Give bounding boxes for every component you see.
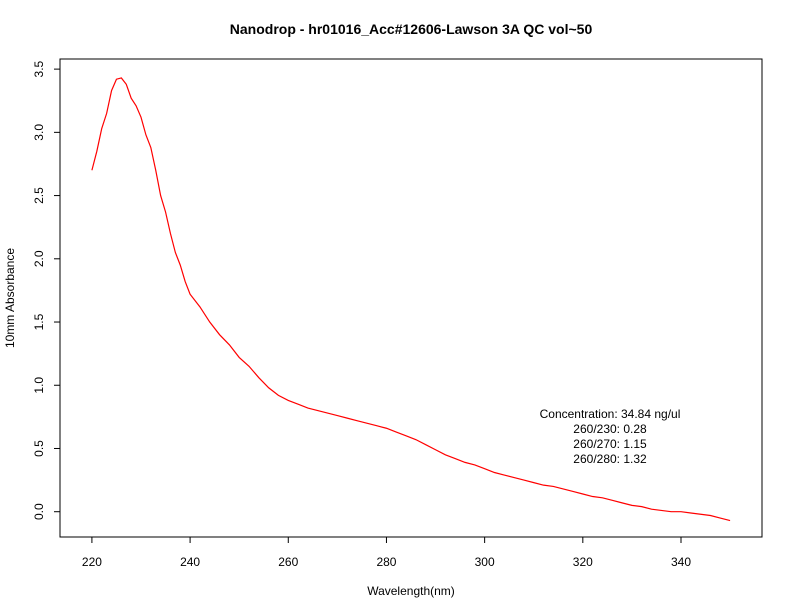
x-tick-label-340: 340 (671, 555, 691, 569)
x-axis: 220 240 260 280 300 320 340 (82, 537, 691, 569)
ratio-260-280-annotation: 260/280: 1.32 (573, 452, 647, 466)
chart-title: Nanodrop - hr01016_Acc#12606-Lawson 3A Q… (230, 21, 593, 37)
ratio-260-230-annotation: 260/230: 0.28 (573, 422, 647, 436)
y-tick-label-1.5: 1.5 (32, 313, 46, 330)
x-tick-label-320: 320 (573, 555, 593, 569)
y-tick-label-1.0: 1.0 (32, 377, 46, 394)
y-tick-label-0.5: 0.5 (32, 440, 46, 457)
x-axis-title: Wavelength(nm) (367, 584, 455, 598)
x-tick-label-220: 220 (82, 555, 102, 569)
x-tick-label-300: 300 (475, 555, 495, 569)
absorbance-series-line (91, 77, 731, 522)
y-tick-label-2.5: 2.5 (32, 187, 46, 204)
y-tick-label-3.5: 3.5 (32, 60, 46, 77)
y-tick-label-0.0: 0.0 (32, 503, 46, 520)
y-axis: 0.0 0.5 1.0 1.5 2.0 2.5 3.0 3.5 (32, 60, 60, 520)
y-tick-label-3.0: 3.0 (32, 124, 46, 141)
ratio-260-270-annotation: 260/270: 1.15 (573, 437, 647, 451)
x-tick-label-280: 280 (376, 555, 396, 569)
concentration-annotation: Concentration: 34.84 ng/ul (540, 407, 681, 421)
annotation-block: Concentration: 34.84 ng/ul 260/230: 0.28… (540, 407, 681, 466)
plot-frame (59, 58, 763, 538)
x-tick-label-240: 240 (180, 555, 200, 569)
y-tick-label-2.0: 2.0 (32, 250, 46, 267)
y-axis-title: 10mm Absorbance (3, 248, 17, 348)
x-tick-label-260: 260 (278, 555, 298, 569)
